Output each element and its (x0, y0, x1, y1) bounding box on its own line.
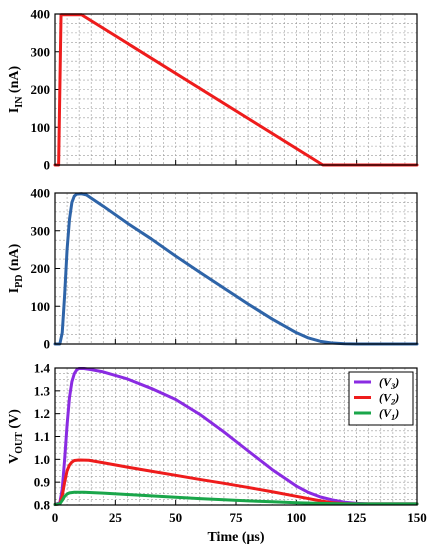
grid (55, 193, 417, 344)
y-tick-label: 1.1 (34, 429, 50, 444)
y-axis-label: VOUT (V) (7, 409, 25, 464)
x-axis-label: Time (μs) (207, 530, 264, 545)
series-line-1 (53, 192, 419, 346)
legend-label-main: (V (379, 375, 392, 389)
y-tick-label: 100 (31, 120, 51, 135)
grid (55, 14, 417, 165)
legend-label-subscript: 1 (391, 412, 395, 422)
panel-2: 0 100 200 300 400 IPD (nA) (7, 186, 419, 352)
x-tick-label: 100 (287, 510, 307, 525)
y-axis-label-main: I (7, 288, 22, 293)
y-tick-label: 0.9 (34, 475, 51, 490)
y-tick-label: 400 (31, 7, 51, 22)
x-tick-label: 125 (347, 510, 367, 525)
y-tick-label: 0.8 (34, 498, 51, 513)
series-line-2 (53, 458, 419, 507)
y-axis-label-unit: (nA) (7, 66, 22, 97)
y-axis-label-unit: (nA) (7, 243, 22, 274)
panel-3: 0.8 0.9 1.0 1.1 1.2 1.3 1.4 0 25 50 75 100 125 150 VOU… (7, 361, 427, 546)
y-tick-label: 200 (31, 82, 51, 97)
legend-label-1: (V3) (379, 375, 399, 391)
y-tick-label: 400 (31, 186, 51, 201)
y-tick-label: 1.2 (34, 406, 50, 421)
y-axis-label-unit: (V) (7, 409, 22, 432)
y-axis-label-main: V (7, 454, 22, 464)
y-axis-label-main: I (7, 108, 22, 113)
legend-label-end: ) (394, 375, 399, 389)
y-axis-label: IPD (nA) (7, 243, 25, 293)
panel-1: 0 100 200 300 400 IIN (nA) (7, 7, 419, 173)
x-tick-label: 150 (407, 510, 427, 525)
series-line-3 (53, 490, 419, 507)
legend-label-2: (V2) (379, 391, 399, 407)
series-line-1 (53, 366, 419, 507)
legend-label-subscript: 2 (390, 397, 396, 407)
legend-label-main: (V (379, 406, 392, 420)
plot-frame (54, 13, 418, 166)
x-tick-label: 50 (169, 510, 182, 525)
y-tick-label: 1.0 (34, 452, 50, 467)
y-tick-label: 100 (31, 299, 51, 314)
plot-frame (54, 367, 418, 506)
plot-frame (54, 192, 418, 345)
y-axis-label-subscript: PD (14, 274, 25, 287)
legend-label-main: (V (379, 391, 392, 405)
x-tick-label: 25 (109, 510, 123, 525)
y-axis-label-subscript: IN (14, 96, 25, 108)
legend: (V3)(V2)(V1) (348, 371, 414, 426)
y-tick-label: 300 (31, 223, 51, 238)
legend-label-end: ) (394, 406, 399, 420)
legend-label-end: ) (394, 391, 399, 405)
y-tick-label: 0 (44, 337, 51, 352)
y-axis-label: IIN (nA) (7, 66, 25, 114)
y-axis-label-subscript: OUT (14, 432, 25, 454)
x-tick-label: 0 (52, 510, 59, 525)
y-tick-label: 1.3 (34, 383, 51, 398)
legend-label-3: (V1) (379, 406, 399, 422)
y-tick-label: 300 (31, 44, 51, 59)
y-tick-label: 1.4 (34, 361, 51, 376)
legend-label-subscript: 3 (390, 381, 396, 391)
y-tick-label: 200 (31, 261, 51, 276)
y-tick-label: 0 (44, 158, 51, 173)
x-tick-label: 75 (230, 510, 244, 525)
